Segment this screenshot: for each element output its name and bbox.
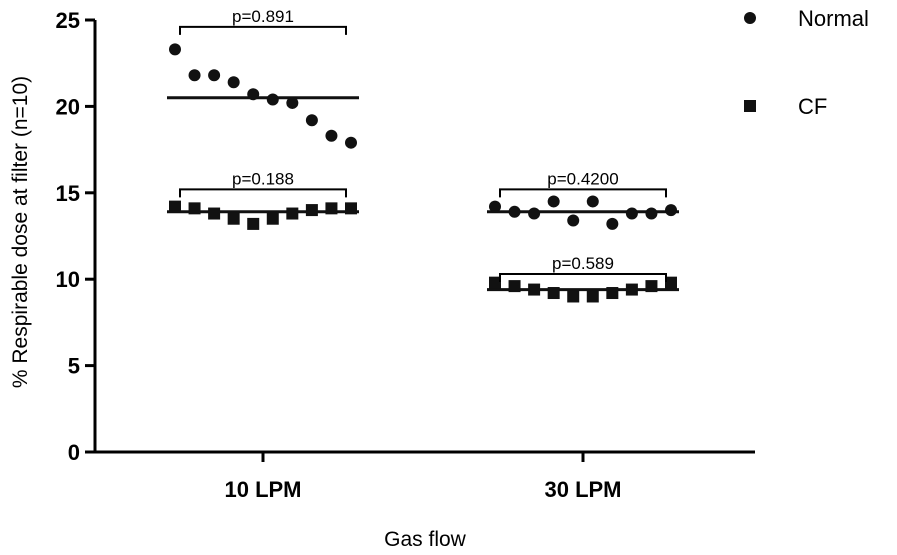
data-point-square — [489, 276, 501, 289]
data-point-square — [665, 276, 677, 289]
data-point-circle — [508, 205, 521, 218]
x-tick-label: 10 LPM — [224, 477, 301, 502]
data-point-circle — [665, 204, 677, 217]
data-point-circle — [567, 214, 580, 227]
x-axis-title: Gas flow — [384, 528, 467, 551]
data-point-square — [345, 202, 357, 215]
data-point-circle — [645, 207, 658, 220]
data-point-circle — [227, 76, 240, 89]
data-point-square — [305, 204, 318, 217]
data-point-square — [606, 287, 619, 300]
p-value-label: p=0.4200 — [547, 169, 618, 188]
p-value-label: p=0.891 — [232, 7, 294, 26]
data-point-square — [508, 280, 521, 293]
data-point-circle — [266, 93, 279, 106]
legend-label: CF — [798, 94, 827, 119]
significance-bracket — [499, 273, 667, 283]
data-point-square — [547, 287, 560, 300]
data-point-circle — [325, 129, 338, 142]
data-point-square — [625, 283, 638, 296]
data-point-circle — [305, 114, 318, 127]
data-point-square — [227, 212, 240, 225]
data-point-circle — [345, 136, 357, 149]
p-value-label: p=0.589 — [552, 254, 614, 273]
legend-marker-circle — [744, 12, 756, 24]
data-point-circle — [528, 207, 541, 220]
data-point-square — [645, 280, 658, 293]
y-axis-title: % Respirable dose at filter (n=10) — [9, 76, 32, 388]
significance-bracket — [179, 188, 347, 198]
x-tick-label: 30 LPM — [544, 477, 621, 502]
data-point-square — [208, 207, 221, 220]
data-point-square — [586, 290, 599, 303]
data-point-circle — [169, 43, 181, 56]
data-point-square — [286, 207, 299, 220]
data-point-square — [528, 283, 541, 296]
data-point-circle — [586, 195, 599, 208]
data-point-circle — [489, 200, 501, 213]
data-point-square — [567, 290, 580, 303]
axes: 0 5 10 15 20 25 10 LPM 30 LPM — [56, 8, 755, 502]
legend: Normal CF — [744, 6, 869, 119]
data-point-square — [266, 212, 279, 225]
chart-marks — [167, 43, 679, 303]
data-point-circle — [625, 207, 638, 220]
data-point-square — [188, 202, 201, 215]
legend-label: Normal — [798, 6, 869, 31]
y-tick-label: 0 — [68, 440, 80, 465]
significance-bracket — [499, 188, 667, 198]
y-tick-label: 5 — [68, 354, 80, 379]
data-point-circle — [547, 195, 560, 208]
data-point-square — [169, 200, 181, 213]
legend-marker-square — [744, 100, 756, 112]
y-tick-label: 10 — [56, 267, 80, 292]
data-point-square — [325, 202, 338, 215]
data-point-circle — [247, 88, 260, 101]
data-point-circle — [208, 69, 221, 82]
annotations: p=0.891 p=0.188 p=0.4200 p=0.589 — [179, 7, 667, 283]
data-point-circle — [606, 217, 619, 230]
data-point-circle — [286, 96, 299, 109]
p-value-label: p=0.188 — [232, 169, 294, 188]
data-point-square — [247, 217, 260, 230]
significance-bracket — [179, 25, 347, 35]
data-point-circle — [188, 69, 201, 82]
y-tick-label: 20 — [56, 94, 80, 119]
y-tick-label: 15 — [56, 181, 80, 206]
y-tick-label: 25 — [56, 8, 80, 33]
